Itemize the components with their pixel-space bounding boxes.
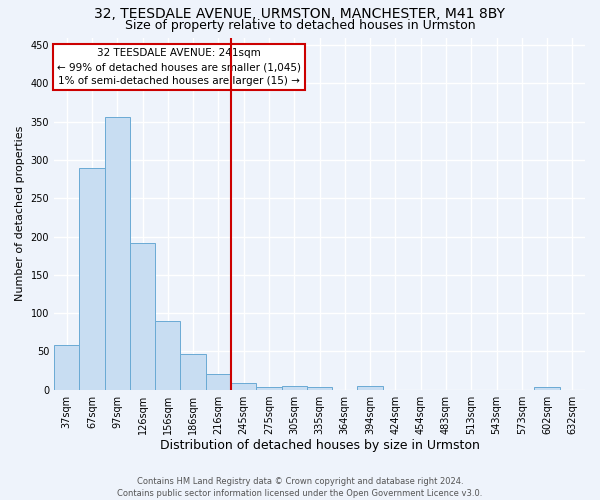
Bar xyxy=(130,242,155,390)
Text: 32 TEESDALE AVENUE: 241sqm
← 99% of detached houses are smaller (1,045)
1% of se: 32 TEESDALE AVENUE: 241sqm ← 99% of deta… xyxy=(57,48,301,86)
Bar xyxy=(79,168,104,390)
Bar xyxy=(231,382,256,390)
Bar xyxy=(535,386,560,390)
Bar xyxy=(155,320,181,390)
Bar xyxy=(358,386,383,390)
Y-axis label: Number of detached properties: Number of detached properties xyxy=(15,126,25,301)
Bar xyxy=(181,354,206,390)
Bar xyxy=(256,386,281,390)
Text: Size of property relative to detached houses in Urmston: Size of property relative to detached ho… xyxy=(125,19,475,32)
Bar xyxy=(281,386,307,390)
X-axis label: Distribution of detached houses by size in Urmston: Distribution of detached houses by size … xyxy=(160,440,479,452)
Text: 32, TEESDALE AVENUE, URMSTON, MANCHESTER, M41 8BY: 32, TEESDALE AVENUE, URMSTON, MANCHESTER… xyxy=(95,8,505,22)
Bar xyxy=(206,374,231,390)
Bar xyxy=(54,345,79,390)
Text: Contains HM Land Registry data © Crown copyright and database right 2024.
Contai: Contains HM Land Registry data © Crown c… xyxy=(118,476,482,498)
Bar xyxy=(307,386,332,390)
Bar xyxy=(104,117,130,390)
